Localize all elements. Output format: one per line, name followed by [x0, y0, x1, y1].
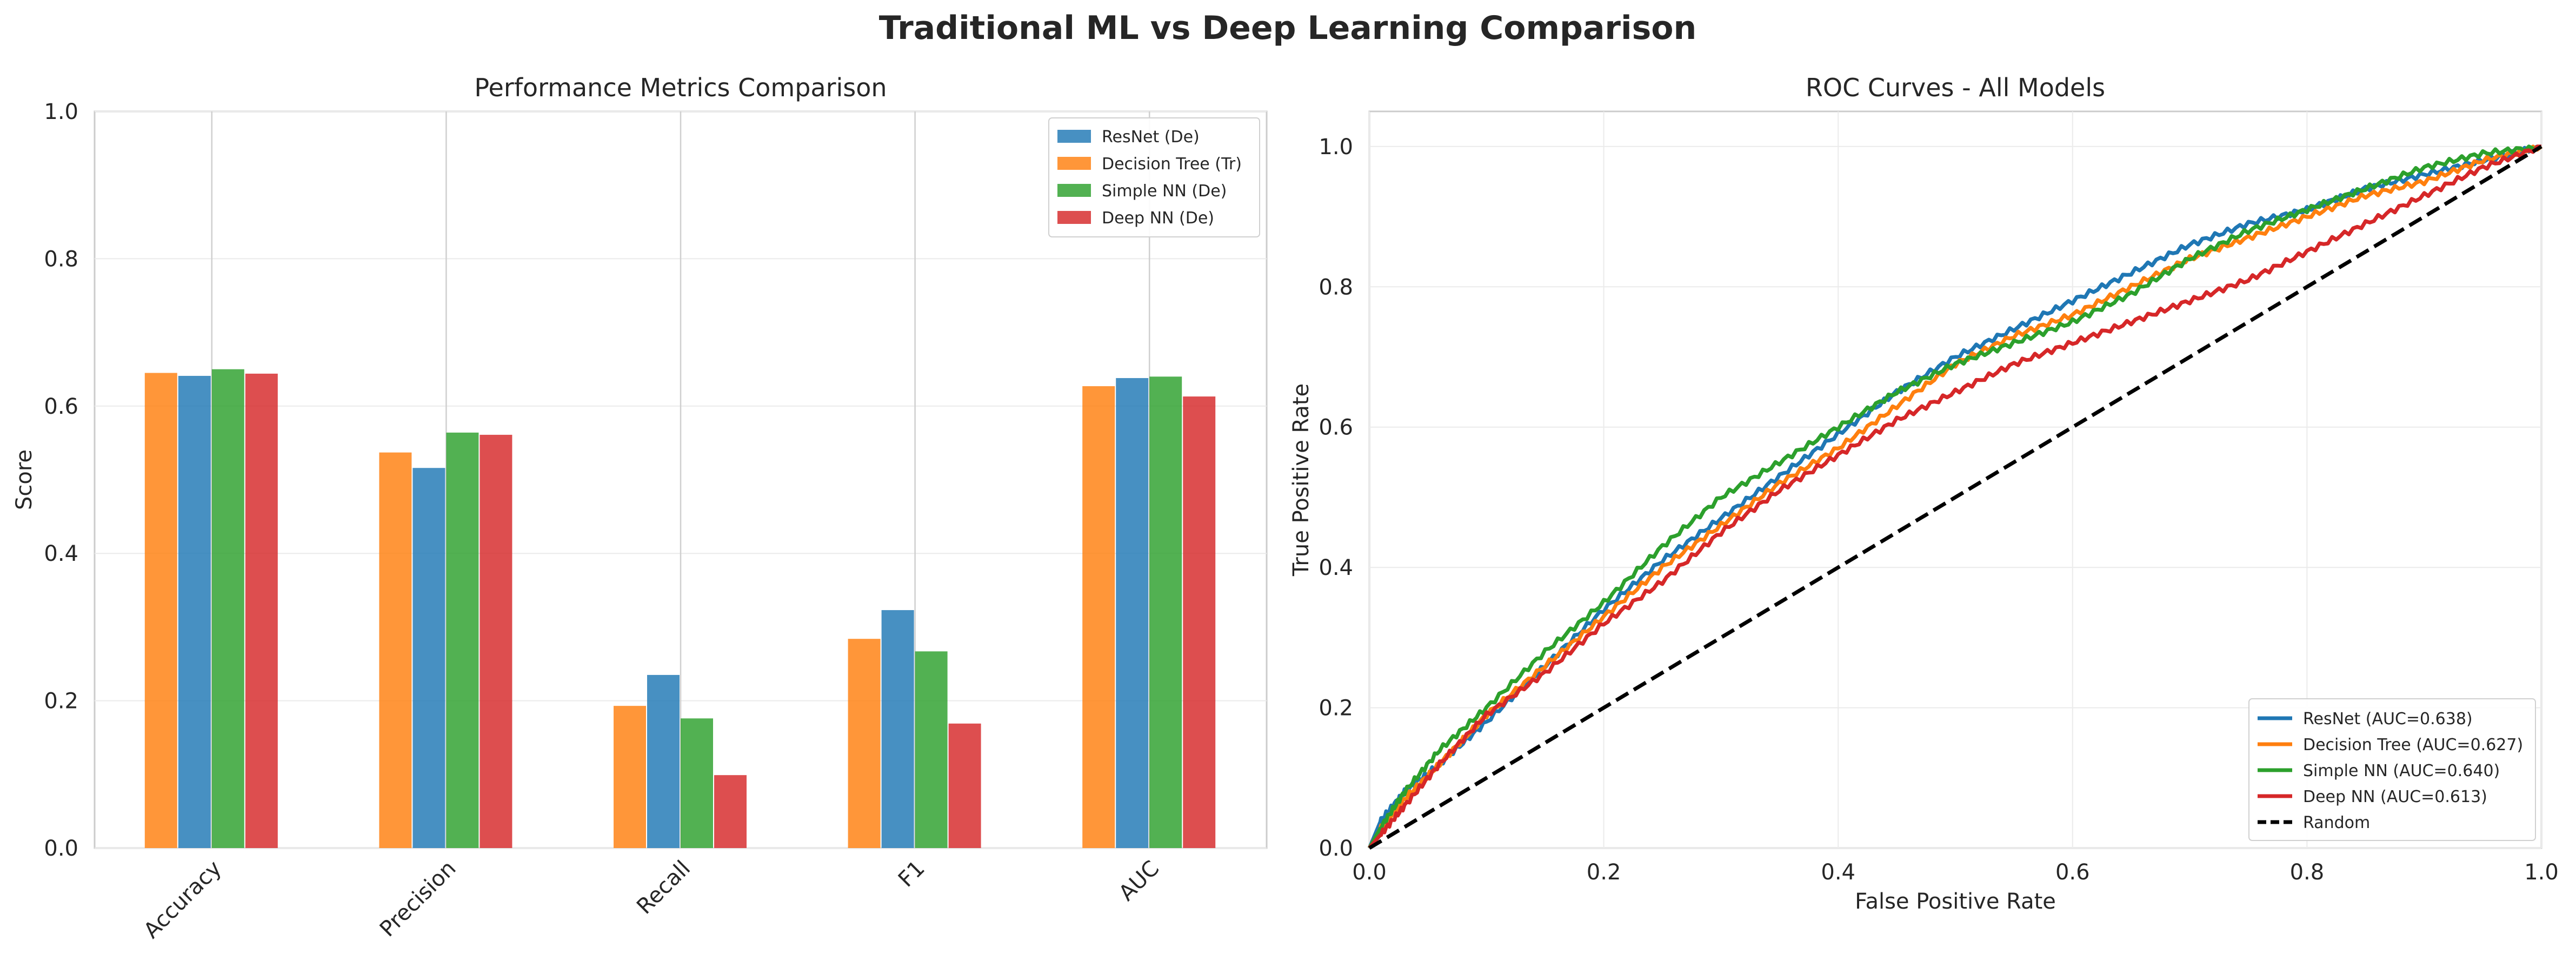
roc-random-line: [1368, 144, 2542, 850]
bar: [412, 468, 445, 848]
roc-legend-label: Decision Tree (AUC=0.627): [2303, 736, 2523, 754]
bar-chart-panel: 0.00.20.40.60.81.0 Accuracy Precision Reca…: [12, 73, 1268, 943]
bar: [647, 674, 680, 848]
bar-chart-title: Performance Metrics Comparison: [474, 73, 887, 102]
roc-legend-label: Simple NN (AUC=0.640): [2303, 762, 2500, 780]
bar: [245, 373, 278, 848]
bar-legend-item: Decision Tree (Tr): [1057, 155, 1242, 174]
bar: [1116, 378, 1149, 848]
bar-series: [178, 375, 1149, 848]
bar: [714, 775, 747, 848]
roc-legend-item: ResNet (AUC=0.638): [2258, 710, 2473, 729]
roc-legend-box: [2248, 698, 2536, 841]
roc-y-tick-label: 0.0: [1319, 836, 1353, 861]
roc-legend-label: Deep NN (AUC=0.613): [2303, 787, 2487, 806]
bar: [948, 723, 981, 848]
roc-legend-label: Random: [2303, 813, 2370, 832]
bar-y-tick-label: 0.8: [44, 247, 78, 272]
bar: [379, 452, 412, 848]
bar-legend-label: Deep NN (De): [1102, 209, 1214, 228]
bar-legend: ResNet (De) Decision Tree (Tr) Simple NN (…: [1048, 117, 1260, 237]
roc-curve: [1368, 144, 2541, 850]
roc-curve: [1367, 144, 2542, 849]
bar: [881, 610, 914, 848]
bar-legend-item: Deep NN (De): [1057, 209, 1214, 228]
roc-y-tick-label: 0.4: [1319, 555, 1353, 580]
roc-legend-item: Deep NN (AUC=0.613): [2258, 787, 2487, 806]
bar-legend-item: Simple NN (De): [1057, 182, 1227, 201]
bar-legend-swatch: [1057, 157, 1091, 170]
bar-legend-label: Decision Tree (Tr): [1102, 155, 1242, 174]
bar-legend-item: ResNet (De): [1057, 128, 1200, 147]
bar-legend-label: Simple NN (De): [1102, 182, 1227, 201]
bar-legend-box: [1048, 117, 1260, 237]
roc-legend-item: Random: [2258, 813, 2370, 832]
bar: [614, 706, 646, 848]
roc-legend-label: ResNet (AUC=0.638): [2303, 710, 2473, 729]
bar-series-group: [144, 369, 1216, 848]
roc-x-axis-label: False Positive Rate: [1855, 889, 2056, 914]
roc-y-tick-labels: 0.0 0.2 0.4 0.6 0.8 1.0: [1319, 135, 1353, 861]
bar-legend-swatch: [1057, 184, 1091, 197]
roc-y-tick-label: 0.8: [1319, 275, 1353, 300]
roc-x-tick-label: 0.0: [1352, 860, 1387, 885]
roc-x-tick-label: 0.6: [2055, 860, 2090, 885]
roc-chart-title: ROC Curves - All Models: [1806, 73, 2105, 102]
roc-y-axis-label: True Positive Rate: [1289, 383, 1314, 577]
bar: [144, 373, 177, 848]
bar-series: [211, 369, 1182, 848]
bar: [915, 651, 948, 848]
roc-legend: ResNet (AUC=0.638) Decision Tree (AUC=0.6…: [2248, 698, 2536, 841]
bar-y-tick-label: 0.2: [44, 689, 78, 714]
roc-series-group: [1367, 144, 2543, 850]
bar-series: [245, 373, 1216, 848]
roc-gridlines: [1369, 111, 2542, 849]
bar-legend-swatch: [1057, 211, 1091, 224]
roc-chart-panel: 0.0 0.2 0.4 0.6 0.8 1.0 0.0 0.2 0.4 0.6 0.8 1.0 RO…: [1289, 73, 2559, 914]
roc-x-tick-label: 0.4: [1821, 860, 1855, 885]
bar-y-tick-label: 0.4: [44, 541, 78, 566]
roc-legend-item: Decision Tree (AUC=0.627): [2258, 736, 2523, 754]
bar: [480, 434, 512, 848]
roc-x-tick-labels: 0.0 0.2 0.4 0.6 0.8 1.0: [1352, 860, 2559, 885]
figure-title: Traditional ML vs Deep Learning Comparis…: [879, 9, 1696, 47]
roc-y-tick-label: 0.2: [1319, 696, 1353, 721]
roc-y-tick-label: 0.6: [1319, 415, 1353, 440]
roc-y-tick-label: 1.0: [1319, 135, 1353, 160]
bar: [681, 718, 713, 848]
bar: [848, 639, 881, 848]
bar-series: [144, 373, 1115, 848]
bar-legend-label: ResNet (De): [1102, 128, 1200, 147]
roc-x-tick-label: 0.8: [2290, 860, 2325, 885]
bar: [1183, 396, 1216, 848]
bar-y-axis-label: Score: [12, 449, 37, 510]
bar: [446, 432, 479, 848]
bar: [211, 369, 244, 848]
bar-legend-swatch: [1057, 130, 1091, 143]
bar: [1082, 386, 1115, 848]
bar: [178, 375, 211, 848]
bar-y-tick-label: 0.6: [44, 394, 78, 419]
bar: [1149, 376, 1182, 848]
roc-x-tick-label: 1.0: [2524, 860, 2559, 885]
bar-y-tick-labels: 0.0 0.2 0.4 0.6 0.8 1.0: [44, 100, 78, 861]
bar-y-tick-label: 1.0: [44, 100, 78, 124]
bar-y-tick-label: 0.0: [44, 836, 78, 861]
roc-legend-item: Simple NN (AUC=0.640): [2258, 762, 2500, 780]
roc-x-tick-label: 0.2: [1587, 860, 1621, 885]
